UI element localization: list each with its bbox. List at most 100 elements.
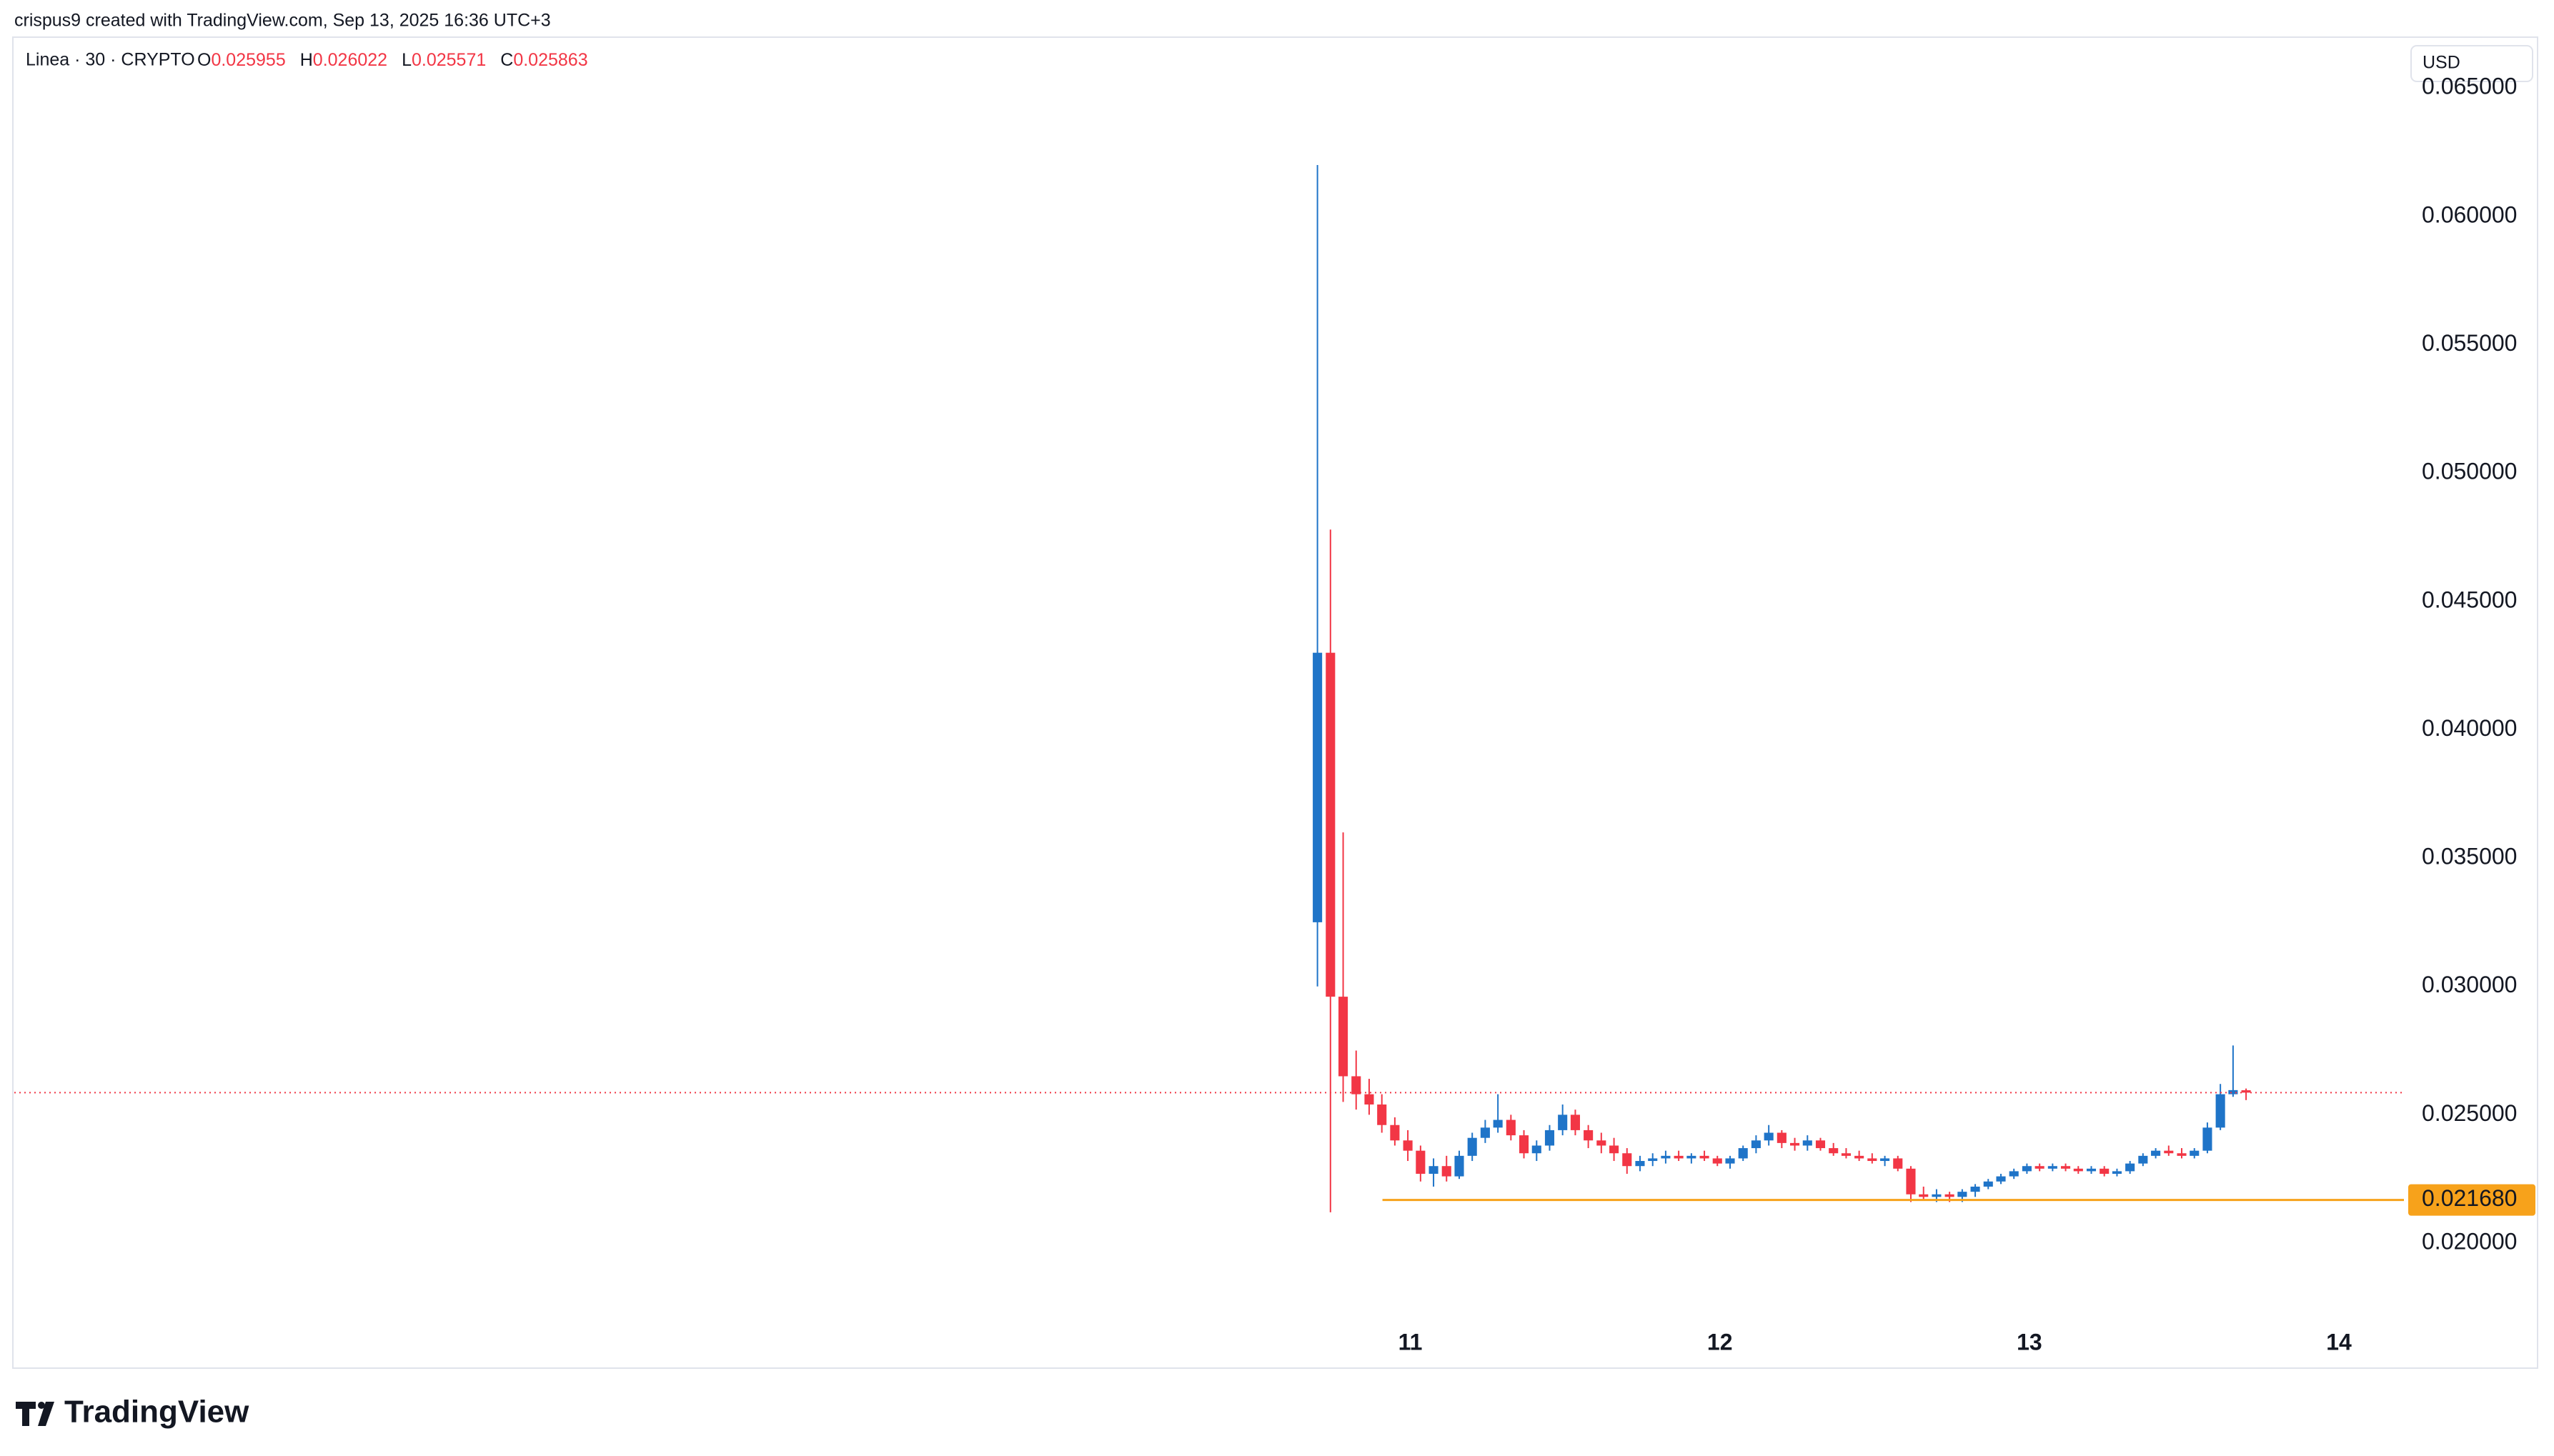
- candle-body: [1841, 1153, 1851, 1156]
- candle-body: [2112, 1171, 2122, 1174]
- candle-body: [1738, 1148, 1748, 1159]
- candle-body: [1674, 1155, 1684, 1159]
- logo-mark: [38, 1402, 54, 1426]
- currency-box[interactable]: [2410, 45, 2533, 82]
- chart-frame: [12, 36, 2538, 1369]
- candle-body: [1467, 1137, 1477, 1156]
- candle-body: [1944, 1194, 1954, 1197]
- candle-body: [2202, 1127, 2212, 1151]
- candle-body: [1648, 1158, 1658, 1162]
- currency[interactable]: USD: [2423, 53, 2460, 73]
- candle-body: [2047, 1166, 2057, 1169]
- y-tick-label: 0.040000: [2422, 715, 2517, 741]
- candle-body: [1454, 1155, 1464, 1177]
- y-tick-label: 0.035000: [2422, 844, 2517, 869]
- candle-body: [1377, 1104, 1387, 1125]
- logo-mark: [16, 1402, 36, 1426]
- candle-body: [1390, 1125, 1400, 1141]
- candle-body: [1480, 1127, 1490, 1138]
- candle-body: [2125, 1163, 2135, 1172]
- legend-key: L: [402, 50, 412, 70]
- candle-body: [1364, 1094, 1374, 1105]
- candle-body: [1544, 1130, 1555, 1146]
- legend-key: H: [300, 50, 313, 70]
- candle-body: [1493, 1120, 1503, 1128]
- x-tick-label: 13: [2017, 1329, 2042, 1355]
- y-tick-label: 0.050000: [2422, 459, 2517, 484]
- candle-body: [1338, 997, 1348, 1077]
- x-tick-label: 14: [2326, 1329, 2352, 1355]
- candle-body: [1983, 1181, 1993, 1187]
- candle-body: [1584, 1130, 1594, 1141]
- candle-body: [1686, 1155, 1696, 1159]
- candle-body: [1428, 1166, 1439, 1174]
- candle-body: [1777, 1132, 1787, 1143]
- candle-body: [1635, 1161, 1645, 1167]
- candle-body: [1712, 1158, 1722, 1164]
- candle-body: [1906, 1168, 1916, 1195]
- y-tick-label: 0.020000: [2422, 1228, 2517, 1254]
- candle-body: [1764, 1132, 1774, 1141]
- candle-body: [1351, 1076, 1361, 1095]
- candle-body: [2215, 1094, 2225, 1128]
- candle-body: [1519, 1135, 1529, 1154]
- candle-body: [2073, 1168, 2083, 1172]
- candle-body: [1725, 1158, 1735, 1164]
- legend-value: 0.025863: [513, 50, 587, 70]
- y-tick-label: 0.030000: [2422, 972, 2517, 997]
- candle-body: [1313, 652, 1323, 922]
- y-tick-label: 0.045000: [2422, 587, 2517, 612]
- legend-key: O: [197, 50, 211, 70]
- legend-value: 0.025571: [412, 50, 486, 70]
- candle-body: [1326, 652, 1336, 997]
- candle-body: [2228, 1089, 2238, 1095]
- candle-body: [1996, 1176, 2006, 1182]
- candle-body: [1919, 1194, 1929, 1197]
- candle-body: [2177, 1153, 2187, 1156]
- y-tick-label: 0.025000: [2422, 1100, 2517, 1126]
- candle-body: [1596, 1140, 1606, 1146]
- candle-body: [1570, 1115, 1580, 1130]
- candle-body: [2190, 1150, 2200, 1156]
- candle-body: [1893, 1158, 1903, 1169]
- candle-body: [1622, 1153, 1632, 1167]
- candle-body: [2138, 1155, 2148, 1164]
- y-tick-label: 0.060000: [2422, 201, 2517, 227]
- candle-body: [1815, 1140, 1826, 1149]
- candle-body: [2100, 1168, 2110, 1174]
- candle-body: [1932, 1194, 1942, 1197]
- candle-body: [1661, 1155, 1671, 1159]
- candle-body: [1789, 1142, 1800, 1146]
- candle-body: [2009, 1171, 2019, 1177]
- brand-logo: TradingView: [16, 1395, 249, 1430]
- x-tick-label: 11: [1398, 1329, 1423, 1355]
- legend-value: 0.026022: [313, 50, 387, 70]
- ohlc-legend: O0.025955 H0.026022 L0.025571 C0.025863: [197, 50, 588, 70]
- candle-body: [1699, 1155, 1709, 1159]
- candle-body: [2241, 1090, 2251, 1093]
- legend-key: C: [500, 50, 513, 70]
- candle-body: [1609, 1145, 1619, 1154]
- brand: TradingView: [64, 1395, 249, 1430]
- candle-body: [1441, 1166, 1451, 1177]
- support-label: 0.021680: [2422, 1185, 2517, 1211]
- header: crispus9 created with TradingView.com, S…: [14, 11, 551, 31]
- symbol: Linea · 30 · CRYPTO: [26, 50, 195, 70]
- candle-body: [1867, 1158, 1877, 1162]
- candle-body: [1829, 1148, 1839, 1154]
- candle-body: [2164, 1150, 2174, 1154]
- y-tick-label: 0.055000: [2422, 330, 2517, 356]
- candle-body: [2034, 1166, 2044, 1169]
- candle-body: [1558, 1115, 1568, 1130]
- plot: [14, 165, 2404, 1212]
- candle-body: [1403, 1140, 1413, 1151]
- logo-mark: [38, 1402, 45, 1409]
- candle-body: [1506, 1120, 1516, 1136]
- candle-body: [2022, 1166, 2032, 1172]
- candle-body: [1416, 1150, 1426, 1174]
- x-tick-label: 12: [1707, 1329, 1733, 1355]
- candle-body: [1751, 1140, 1761, 1149]
- candle-body: [1880, 1158, 1890, 1162]
